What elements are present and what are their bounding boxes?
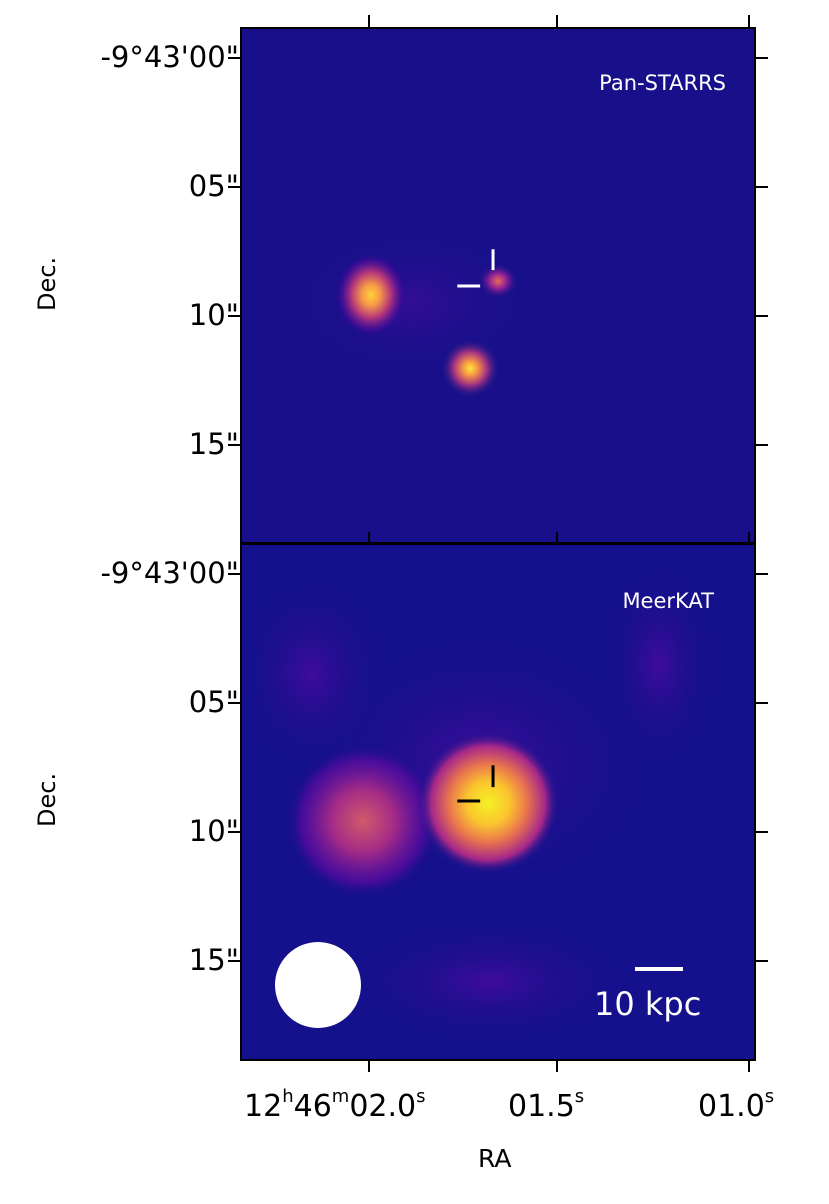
radio-source-target (416, 731, 560, 875)
panel-label-meerkat: MeerKAT (622, 589, 714, 613)
x-tick-seconds: 01.5 (508, 1089, 575, 1124)
galaxy-center (440, 338, 500, 399)
y-tick-label: -9°43'00" (100, 40, 239, 74)
radio-source-left (285, 743, 441, 899)
diffuse-emission-bottom (351, 922, 629, 1042)
x-tick-mark (748, 1060, 750, 1072)
x-tick-mark (748, 532, 750, 544)
y-tick-mark (756, 315, 768, 317)
y-tick-mark (228, 960, 240, 962)
meerkat-image-panel: MeerKAT 10 kpc (240, 543, 756, 1061)
x-tick-hours-unit: h (282, 1086, 294, 1107)
y-tick-mark (228, 831, 240, 833)
y-axis-label: Dec. (33, 772, 61, 827)
x-tick-minutes-unit: m (331, 1086, 350, 1107)
y-tick-mark (228, 57, 240, 59)
x-tick-label: 01.0s (698, 1088, 774, 1122)
galaxy-target (478, 263, 518, 299)
x-tick-mark (368, 1060, 370, 1072)
x-tick-label: 12h46m02.0s (244, 1088, 426, 1122)
x-tick-mark (368, 15, 370, 27)
y-tick-mark (228, 186, 240, 188)
diffuse-halo (271, 217, 550, 387)
y-tick-label: 10" (188, 298, 239, 332)
y-tick-mark (228, 702, 240, 704)
x-tick-seconds-unit: s (416, 1086, 426, 1107)
y-axis-label: Dec. (33, 256, 61, 311)
x-tick-seconds-unit: s (574, 1086, 585, 1107)
x-tick-seconds: 01.0 (698, 1089, 765, 1124)
beam-ellipse (275, 942, 361, 1028)
y-tick-label: 15" (188, 943, 239, 977)
y-tick-mark (756, 960, 768, 962)
y-tick-label: 05" (188, 685, 239, 719)
y-tick-mark (228, 573, 240, 575)
y-tick-mark (756, 702, 768, 704)
y-tick-label: 05" (188, 169, 239, 203)
x-tick-seconds-unit: s (764, 1086, 775, 1107)
meerkat-image (242, 545, 754, 1059)
panel-label-panstarrs: Pan-STARRS (599, 71, 726, 95)
x-tick-minutes: 46 (293, 1089, 332, 1124)
y-tick-label: 15" (188, 427, 239, 461)
x-tick-mark (368, 532, 370, 544)
y-tick-label: -9°43'00" (100, 556, 239, 590)
y-tick-mark (756, 573, 768, 575)
y-tick-mark (756, 444, 768, 446)
y-tick-mark (756, 57, 768, 59)
panstarrs-image (242, 29, 754, 542)
x-tick-label: 01.5s (508, 1088, 584, 1122)
y-tick-mark (756, 831, 768, 833)
galaxy-left (335, 253, 407, 337)
x-tick-mark (556, 532, 558, 544)
y-tick-mark (228, 444, 240, 446)
y-tick-mark (756, 186, 768, 188)
x-tick-seconds: 02.0 (349, 1089, 417, 1124)
x-tick-mark (556, 1060, 558, 1072)
y-tick-mark (228, 315, 240, 317)
x-tick-hours: 12 (244, 1089, 283, 1124)
scale-bar (635, 967, 683, 971)
x-tick-mark (748, 15, 750, 27)
scale-bar-label: 10 kpc (594, 985, 702, 1023)
x-axis-label: RA (478, 1144, 512, 1173)
panstarrs-image-panel: Pan-STARRS (240, 27, 756, 544)
y-tick-label: 10" (188, 814, 239, 848)
x-tick-mark (556, 15, 558, 27)
